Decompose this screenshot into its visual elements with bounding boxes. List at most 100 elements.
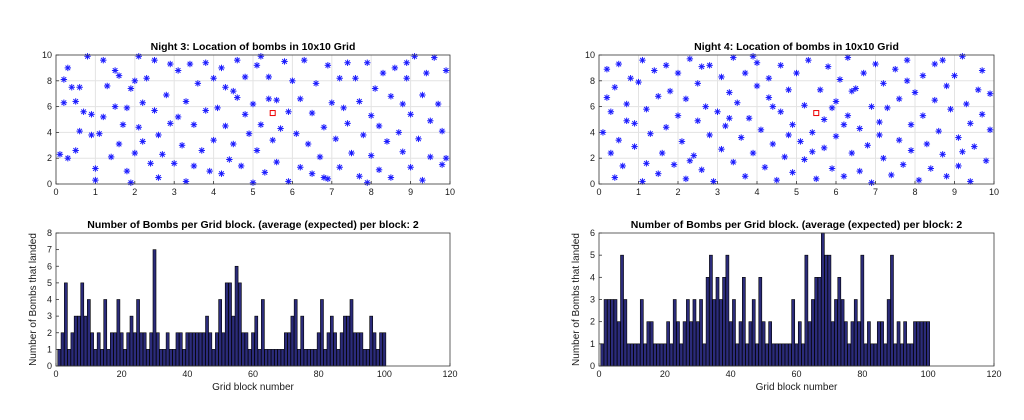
bomb-point	[939, 56, 946, 64]
x-tick-label: 0	[596, 187, 601, 197]
bar	[863, 343, 868, 367]
bar	[287, 332, 291, 367]
bomb-point	[442, 155, 450, 162]
bomb-point	[320, 174, 328, 181]
bar	[807, 321, 812, 367]
bar	[310, 349, 314, 367]
bomb-point	[655, 93, 662, 100]
bomb-point	[427, 153, 434, 161]
bar	[916, 321, 921, 367]
bar	[261, 299, 265, 367]
bomb-point	[817, 86, 824, 94]
bar	[761, 321, 766, 367]
bar	[280, 349, 285, 367]
scatter-chart: Night 4: Location of bombs in 10x10 Grid…	[585, 41, 999, 197]
bar	[316, 332, 321, 367]
bar	[890, 254, 894, 367]
bomb-point	[753, 59, 761, 66]
bomb-point	[64, 155, 72, 162]
bomb-point	[686, 157, 694, 164]
bomb-point	[415, 135, 422, 143]
bomb-point	[880, 80, 887, 87]
bomb-point	[368, 112, 375, 119]
bar	[366, 349, 370, 367]
bar	[827, 254, 832, 367]
bar	[277, 349, 282, 367]
bomb-point	[230, 87, 237, 95]
bomb-point	[135, 53, 142, 60]
bar	[83, 315, 88, 367]
y-tick-label: 1	[47, 344, 52, 354]
bomb-point	[265, 73, 272, 81]
bomb-point	[364, 59, 371, 66]
bomb-point	[249, 179, 257, 186]
bomb-point	[698, 166, 705, 174]
bomb-point	[611, 84, 618, 91]
bomb-point	[805, 56, 812, 64]
y-tick-label: 10	[585, 50, 595, 60]
bar	[352, 332, 357, 367]
bomb-point	[174, 67, 182, 74]
bomb-point	[738, 134, 745, 141]
bar	[607, 299, 611, 367]
bomb-point	[304, 140, 312, 148]
x-tick-label: 8	[369, 187, 374, 197]
bar	[359, 332, 364, 367]
x-tick-label: 80	[857, 369, 867, 379]
bomb-point	[943, 82, 950, 90]
bomb-point	[647, 130, 654, 137]
bar	[313, 349, 318, 367]
bar	[679, 343, 684, 367]
bomb-point	[785, 86, 792, 94]
bomb-point	[198, 147, 205, 154]
bar	[804, 254, 809, 367]
target-marker	[813, 110, 820, 117]
y-tick-label: 4	[590, 272, 595, 282]
bomb-point	[155, 131, 162, 139]
bar	[192, 332, 196, 367]
bar	[751, 299, 756, 367]
bomb-point	[722, 122, 729, 130]
bar	[649, 321, 654, 367]
bar	[303, 349, 308, 367]
bar	[712, 299, 717, 367]
bomb-point	[603, 94, 611, 101]
x-tick-label: 2	[132, 187, 137, 197]
bomb-point	[911, 89, 919, 96]
bomb-point	[308, 109, 316, 117]
bomb-point	[777, 108, 784, 115]
bomb-point	[907, 121, 915, 128]
bar	[139, 332, 144, 367]
bomb-point	[623, 100, 630, 108]
bomb-point	[840, 173, 848, 180]
bomb-point	[269, 136, 276, 144]
bar	[274, 349, 278, 367]
bomb-point	[951, 72, 958, 79]
y-tick-label: 0	[590, 179, 595, 189]
bomb-point	[104, 82, 111, 90]
bar	[320, 299, 324, 367]
bomb-point	[328, 99, 335, 106]
bomb-point	[659, 149, 666, 157]
bomb-point	[96, 130, 103, 137]
bomb-point	[171, 160, 178, 167]
bomb-point	[308, 170, 316, 177]
bar	[247, 349, 252, 367]
x-tick-label: 40	[726, 369, 736, 379]
bomb-point	[127, 85, 135, 92]
bomb-point	[631, 120, 638, 127]
bomb-point	[438, 127, 446, 135]
target-marker	[269, 110, 276, 117]
chart-title: Number of Bombs per Grid block. (average…	[631, 219, 963, 231]
bomb-point	[249, 100, 257, 108]
bomb-point	[765, 75, 773, 82]
bomb-point	[76, 84, 83, 91]
bomb-point	[986, 126, 994, 134]
bomb-point	[241, 73, 249, 81]
bomb-point	[356, 173, 363, 180]
bar	[123, 349, 127, 367]
bomb-point	[655, 170, 662, 177]
bar	[70, 332, 75, 367]
bomb-point	[876, 118, 883, 126]
bomb-point	[844, 54, 852, 61]
